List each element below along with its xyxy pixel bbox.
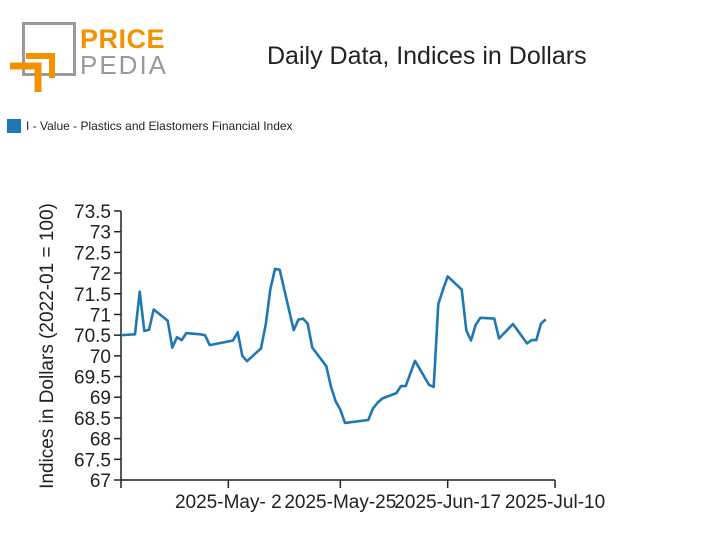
- y-tick-label: 68.5: [74, 409, 111, 430]
- legend-label: I - Value - Plastics and Elastomers Fina…: [26, 119, 293, 133]
- x-tick-label: 2025-Jul-10: [505, 492, 605, 513]
- legend: I - Value - Plastics and Elastomers Fina…: [7, 119, 293, 133]
- y-tick-label: 71.5: [74, 285, 111, 306]
- y-tick-label: 69: [90, 388, 111, 409]
- y-tick-label: 72: [90, 264, 111, 285]
- logo-orange-mark: [10, 53, 55, 92]
- series-line: [120, 267, 547, 425]
- legend-swatch: [7, 119, 21, 133]
- series-layer: [120, 267, 547, 425]
- logo-word-price: PRICE: [80, 24, 166, 54]
- pricepedia-logo: PRICE PEDIA: [8, 22, 168, 94]
- x-tick-label: 2025-May-25: [284, 492, 396, 513]
- y-tick-label: 70: [90, 347, 111, 368]
- chart-title: Daily Data, Indices in Dollars: [267, 42, 587, 70]
- y-tick-label: 73: [90, 223, 111, 244]
- x-tick-label: 2025-May- 2: [175, 492, 282, 513]
- y-tick-label: 70.5: [74, 326, 111, 347]
- y-tick-label: 67.5: [74, 450, 111, 471]
- y-tick-label: 73.5: [74, 202, 111, 223]
- y-axis-title: Indices in Dollars (2022-01 = 100): [37, 203, 58, 489]
- y-tick-label: 68: [90, 430, 111, 451]
- y-axis: 6767.56868.56969.57070.57171.57272.57373…: [74, 202, 122, 492]
- y-tick-label: 72.5: [74, 243, 111, 264]
- y-tick-label: 67: [90, 471, 111, 492]
- y-tick-label: 71: [90, 305, 111, 326]
- logo-word-pedia: PEDIA: [80, 50, 169, 80]
- x-tick-label: 2025-Jun-17: [394, 492, 501, 513]
- y-tick-label: 69.5: [74, 368, 111, 389]
